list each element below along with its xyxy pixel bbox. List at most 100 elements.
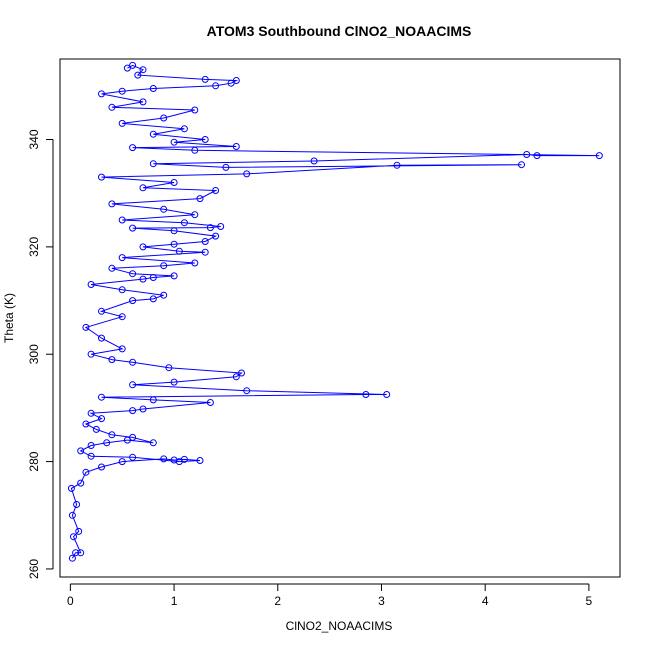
- y-tick-label: 260: [27, 559, 41, 579]
- data-point: [129, 381, 137, 389]
- data-point: [217, 223, 225, 230]
- data-point: [201, 75, 209, 83]
- data-point: [129, 224, 137, 232]
- data-point: [87, 281, 95, 288]
- data-point: [175, 247, 183, 255]
- data-point: [129, 358, 137, 366]
- data-point: [87, 350, 95, 358]
- x-tick-label: 0: [67, 594, 74, 608]
- data-point: [118, 313, 126, 321]
- series-line: [70, 64, 600, 559]
- data-point: [129, 453, 137, 461]
- data-point: [175, 458, 183, 466]
- data-point: [196, 195, 204, 203]
- data-point: [118, 87, 126, 95]
- data-point: [68, 554, 76, 562]
- data-point: [191, 146, 199, 154]
- data-point: [243, 170, 251, 178]
- data-point: [191, 106, 199, 114]
- data-point: [212, 82, 220, 90]
- data-point: [98, 173, 105, 181]
- data-point: [170, 179, 178, 186]
- data-point: [103, 439, 111, 447]
- data-point: [160, 262, 168, 270]
- data-point: [139, 98, 147, 106]
- data-point: [87, 452, 95, 460]
- data-point: [149, 439, 157, 447]
- data-point: [108, 103, 116, 111]
- data-point: [129, 270, 137, 278]
- data-point: [77, 549, 85, 557]
- data-point: [129, 297, 137, 305]
- data-point: [170, 378, 178, 386]
- data-point: [118, 345, 126, 353]
- y-axis-title: Theta (K): [2, 293, 16, 343]
- data-point: [98, 415, 105, 423]
- y-tick-label: 280: [27, 451, 41, 471]
- data-point: [180, 125, 188, 133]
- data-point: [118, 458, 126, 466]
- data-point: [139, 243, 147, 251]
- data-point: [206, 399, 214, 406]
- data-point: [191, 259, 199, 267]
- data-point: [362, 391, 370, 398]
- points-layer: [67, 61, 603, 562]
- data-point: [232, 373, 240, 381]
- data-point: [139, 66, 147, 74]
- y-tick-label: 340: [27, 129, 41, 149]
- data-point: [82, 468, 90, 476]
- data-point: [87, 409, 95, 417]
- data-point: [82, 323, 90, 331]
- y-tick-label: 300: [27, 344, 41, 364]
- data-point: [595, 152, 603, 160]
- data-point: [149, 274, 157, 281]
- data-point: [149, 130, 157, 138]
- data-point: [170, 272, 178, 280]
- data-point: [383, 391, 391, 398]
- data-point: [170, 227, 178, 235]
- data-point: [149, 85, 157, 92]
- data-point: [70, 533, 77, 541]
- x-tick-label: 1: [171, 594, 178, 608]
- data-point: [134, 71, 142, 79]
- data-point: [149, 295, 157, 303]
- data-point: [160, 114, 168, 122]
- data-point: [98, 463, 105, 471]
- data-point: [139, 405, 147, 413]
- data-point: [212, 232, 220, 240]
- data-point: [139, 275, 147, 283]
- data-point: [393, 161, 401, 169]
- data-point: [98, 90, 105, 98]
- data-point: [129, 144, 137, 152]
- data-point: [238, 369, 245, 377]
- data-point: [82, 420, 90, 428]
- data-point: [139, 184, 147, 192]
- data-point: [533, 152, 541, 160]
- data-point: [160, 455, 168, 463]
- y-axis: 260 280 300 320 340: [27, 129, 54, 579]
- data-point: [206, 224, 214, 232]
- data-point: [232, 143, 240, 150]
- data-point: [232, 77, 240, 84]
- data-point: [77, 447, 85, 455]
- data-point: [123, 64, 131, 72]
- data-point: [118, 286, 126, 294]
- chart-title: ATOM3 Southbound ClNO2_NOAACIMS: [207, 23, 472, 39]
- data-point: [149, 396, 157, 404]
- data-point: [129, 407, 137, 415]
- x-tick-label: 3: [378, 594, 385, 608]
- data-point: [170, 240, 178, 248]
- y-tick-label: 320: [27, 237, 41, 257]
- data-point: [518, 161, 525, 169]
- data-point: [310, 157, 318, 165]
- data-point: [180, 219, 188, 227]
- data-point: [68, 511, 76, 519]
- data-point: [212, 187, 220, 194]
- data-point: [98, 393, 105, 401]
- data-point: [108, 200, 116, 208]
- data-point: [201, 248, 209, 256]
- data-point: [191, 211, 199, 219]
- data-point: [77, 479, 85, 487]
- data-point: [201, 136, 209, 143]
